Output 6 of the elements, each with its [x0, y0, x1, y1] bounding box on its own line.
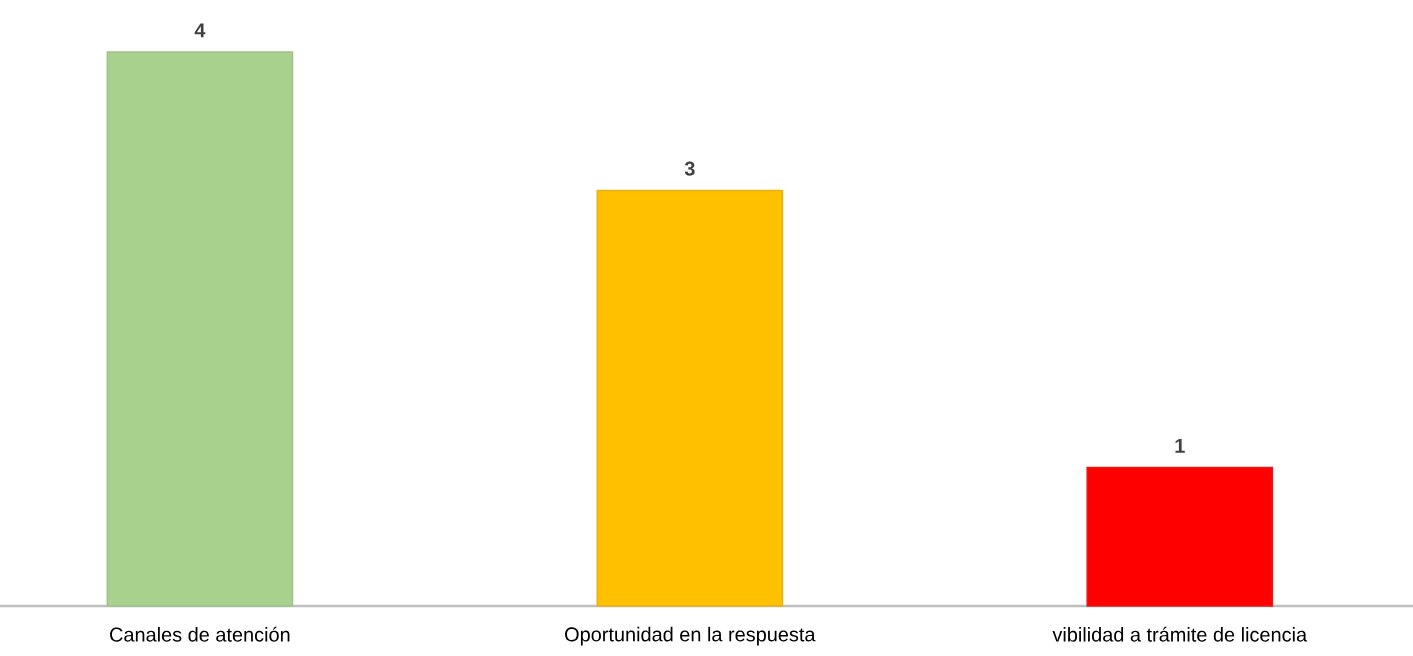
data-label: 1 — [1175, 438, 1185, 453]
data-label: 3 — [684, 161, 695, 176]
x-tick-label: vibilidad a trámite de licencia — [1052, 626, 1308, 642]
x-tick-label: Canales de atención — [110, 626, 290, 642]
data-label: 4 — [194, 23, 206, 38]
x-tick-label: Oportunidad en la respuesta — [565, 626, 816, 646]
